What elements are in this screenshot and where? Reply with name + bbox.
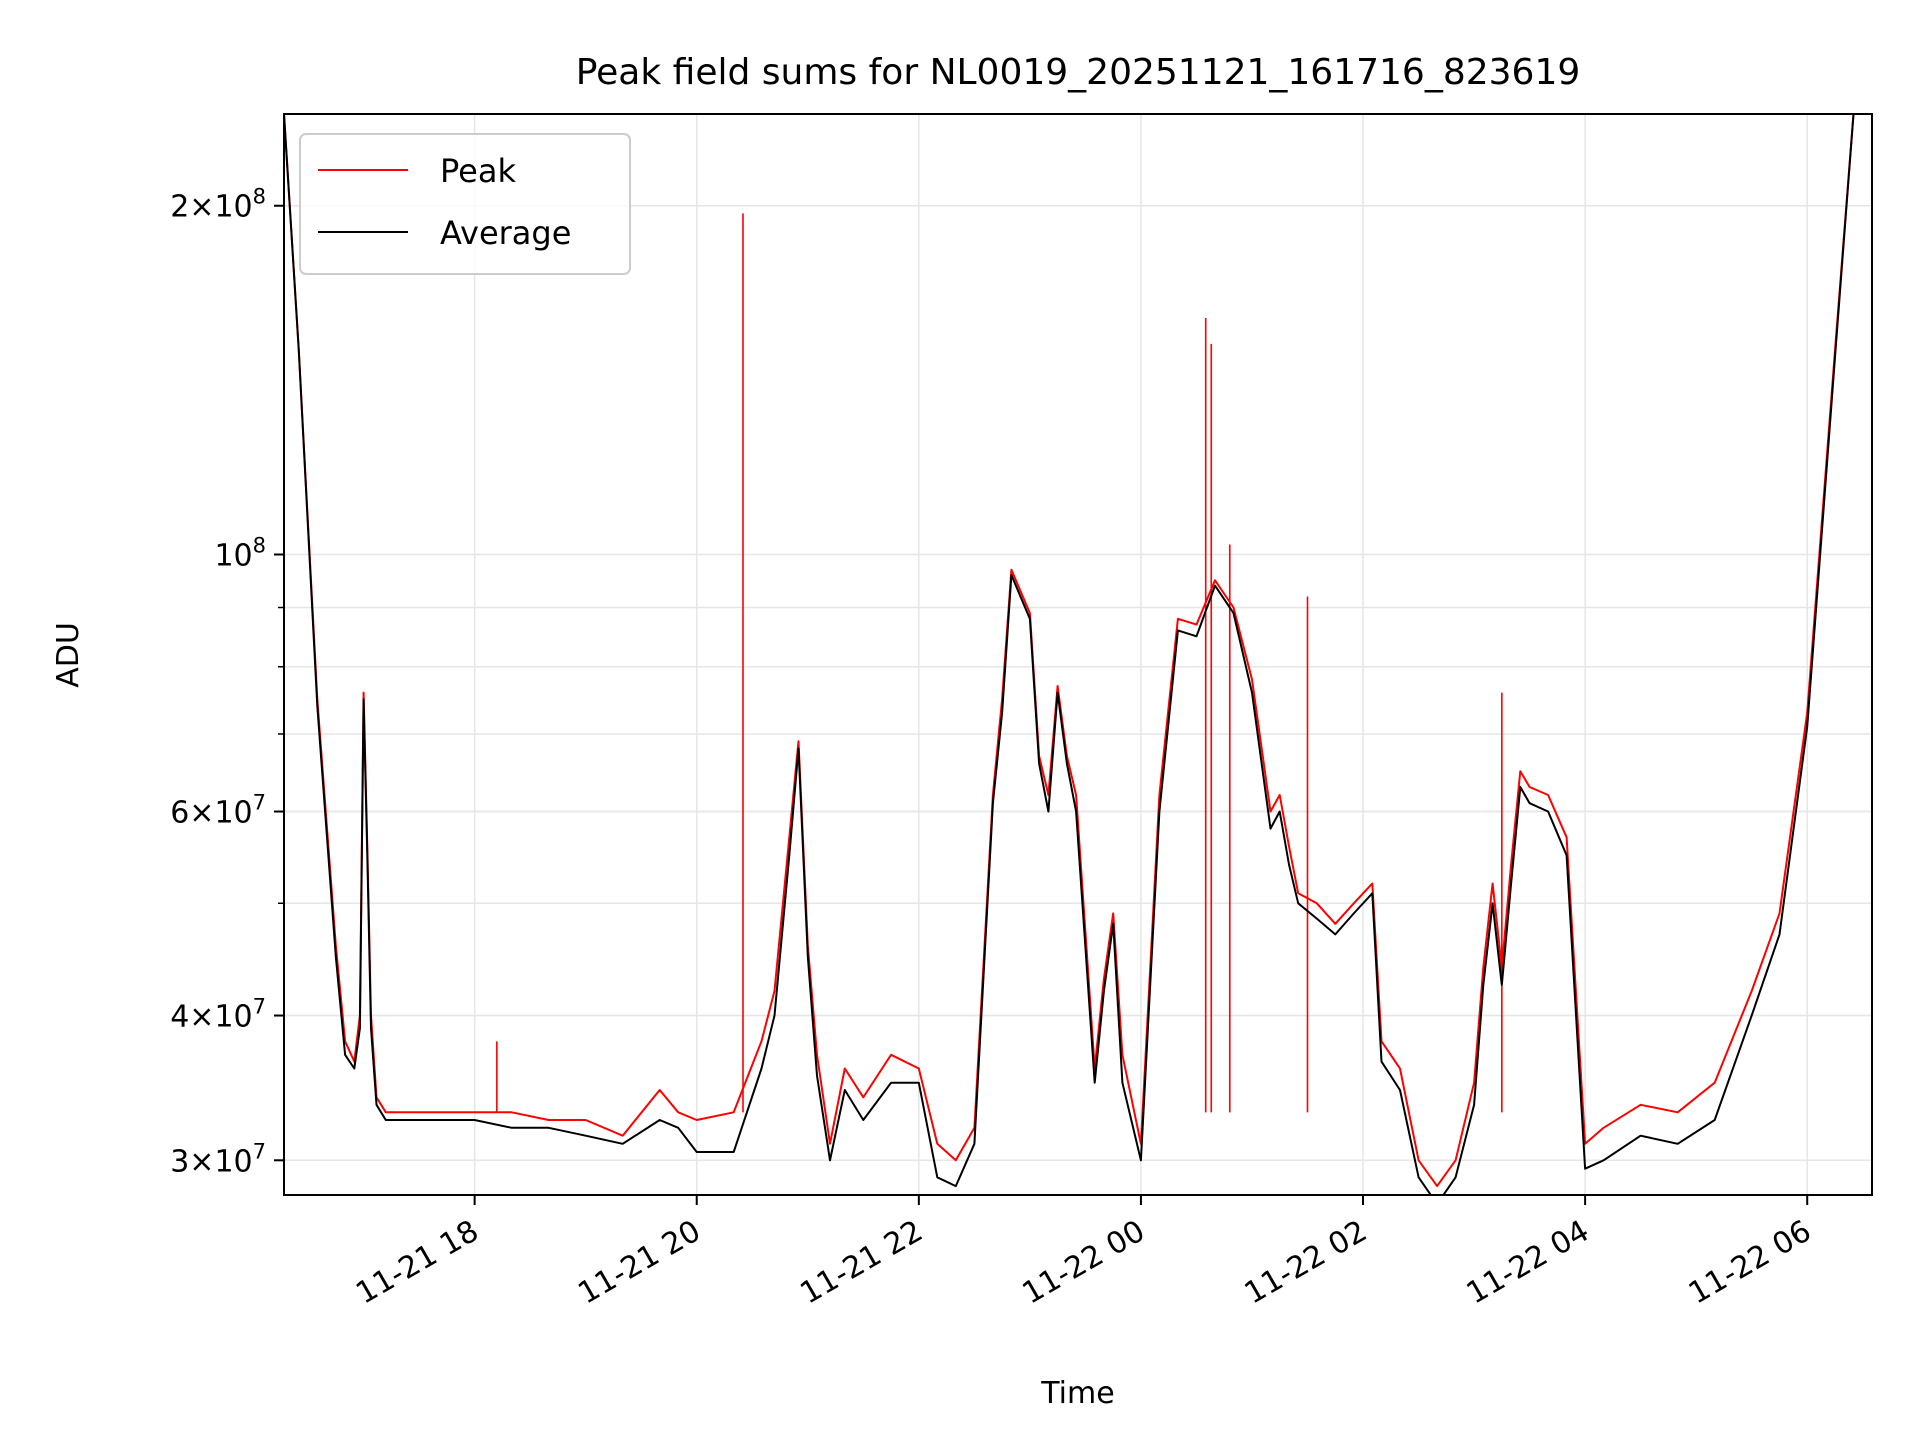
grid (284, 114, 1872, 1195)
y-tick-label: 6×107 (170, 791, 266, 831)
legend-average-label: Average (440, 214, 571, 252)
plot-frame (283, 113, 1873, 1196)
y-tick-label: 2×108 (170, 185, 266, 225)
legend: Peak Average (299, 133, 631, 275)
average-series-line (284, 114, 1855, 1195)
legend-peak-label: Peak (440, 152, 516, 190)
y-axis-label: ADU (51, 622, 86, 688)
x-axis-label: Time (1040, 1376, 1114, 1411)
y-tick-label: 4×107 (170, 995, 266, 1035)
chart-title: Peak field sums for NL0019_20251121_1617… (576, 52, 1581, 93)
y-axis: 3×107 4×107 6×107 108 2×108 (170, 185, 284, 1179)
series-layer (284, 114, 1855, 1195)
y-tick-label: 108 (214, 533, 266, 573)
y-tick-label: 3×107 (170, 1139, 266, 1179)
